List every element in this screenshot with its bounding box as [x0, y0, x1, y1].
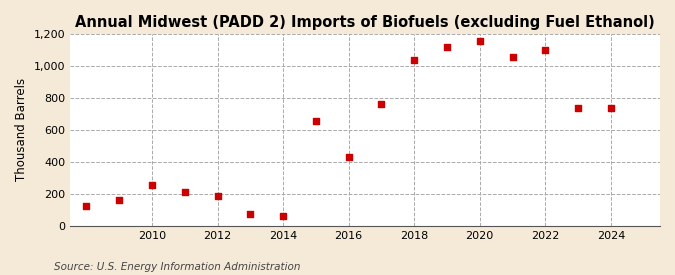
Point [81, 204, 92, 208]
Point [409, 58, 420, 62]
Point [376, 102, 387, 106]
Point [310, 119, 321, 123]
Point [605, 106, 616, 111]
Point [572, 106, 583, 111]
Point [441, 45, 452, 49]
Point [277, 214, 288, 219]
Point [146, 183, 157, 187]
Point [212, 194, 223, 199]
Y-axis label: Thousand Barrels: Thousand Barrels [15, 78, 28, 182]
Text: Source: U.S. Energy Information Administration: Source: U.S. Energy Information Administ… [54, 262, 300, 272]
Point [540, 48, 551, 52]
Title: Annual Midwest (PADD 2) Imports of Biofuels (excluding Fuel Ethanol): Annual Midwest (PADD 2) Imports of Biofu… [75, 15, 655, 30]
Point [114, 198, 125, 202]
Point [180, 190, 190, 194]
Point [475, 39, 485, 43]
Point [507, 55, 518, 59]
Point [245, 212, 256, 216]
Point [343, 155, 354, 159]
